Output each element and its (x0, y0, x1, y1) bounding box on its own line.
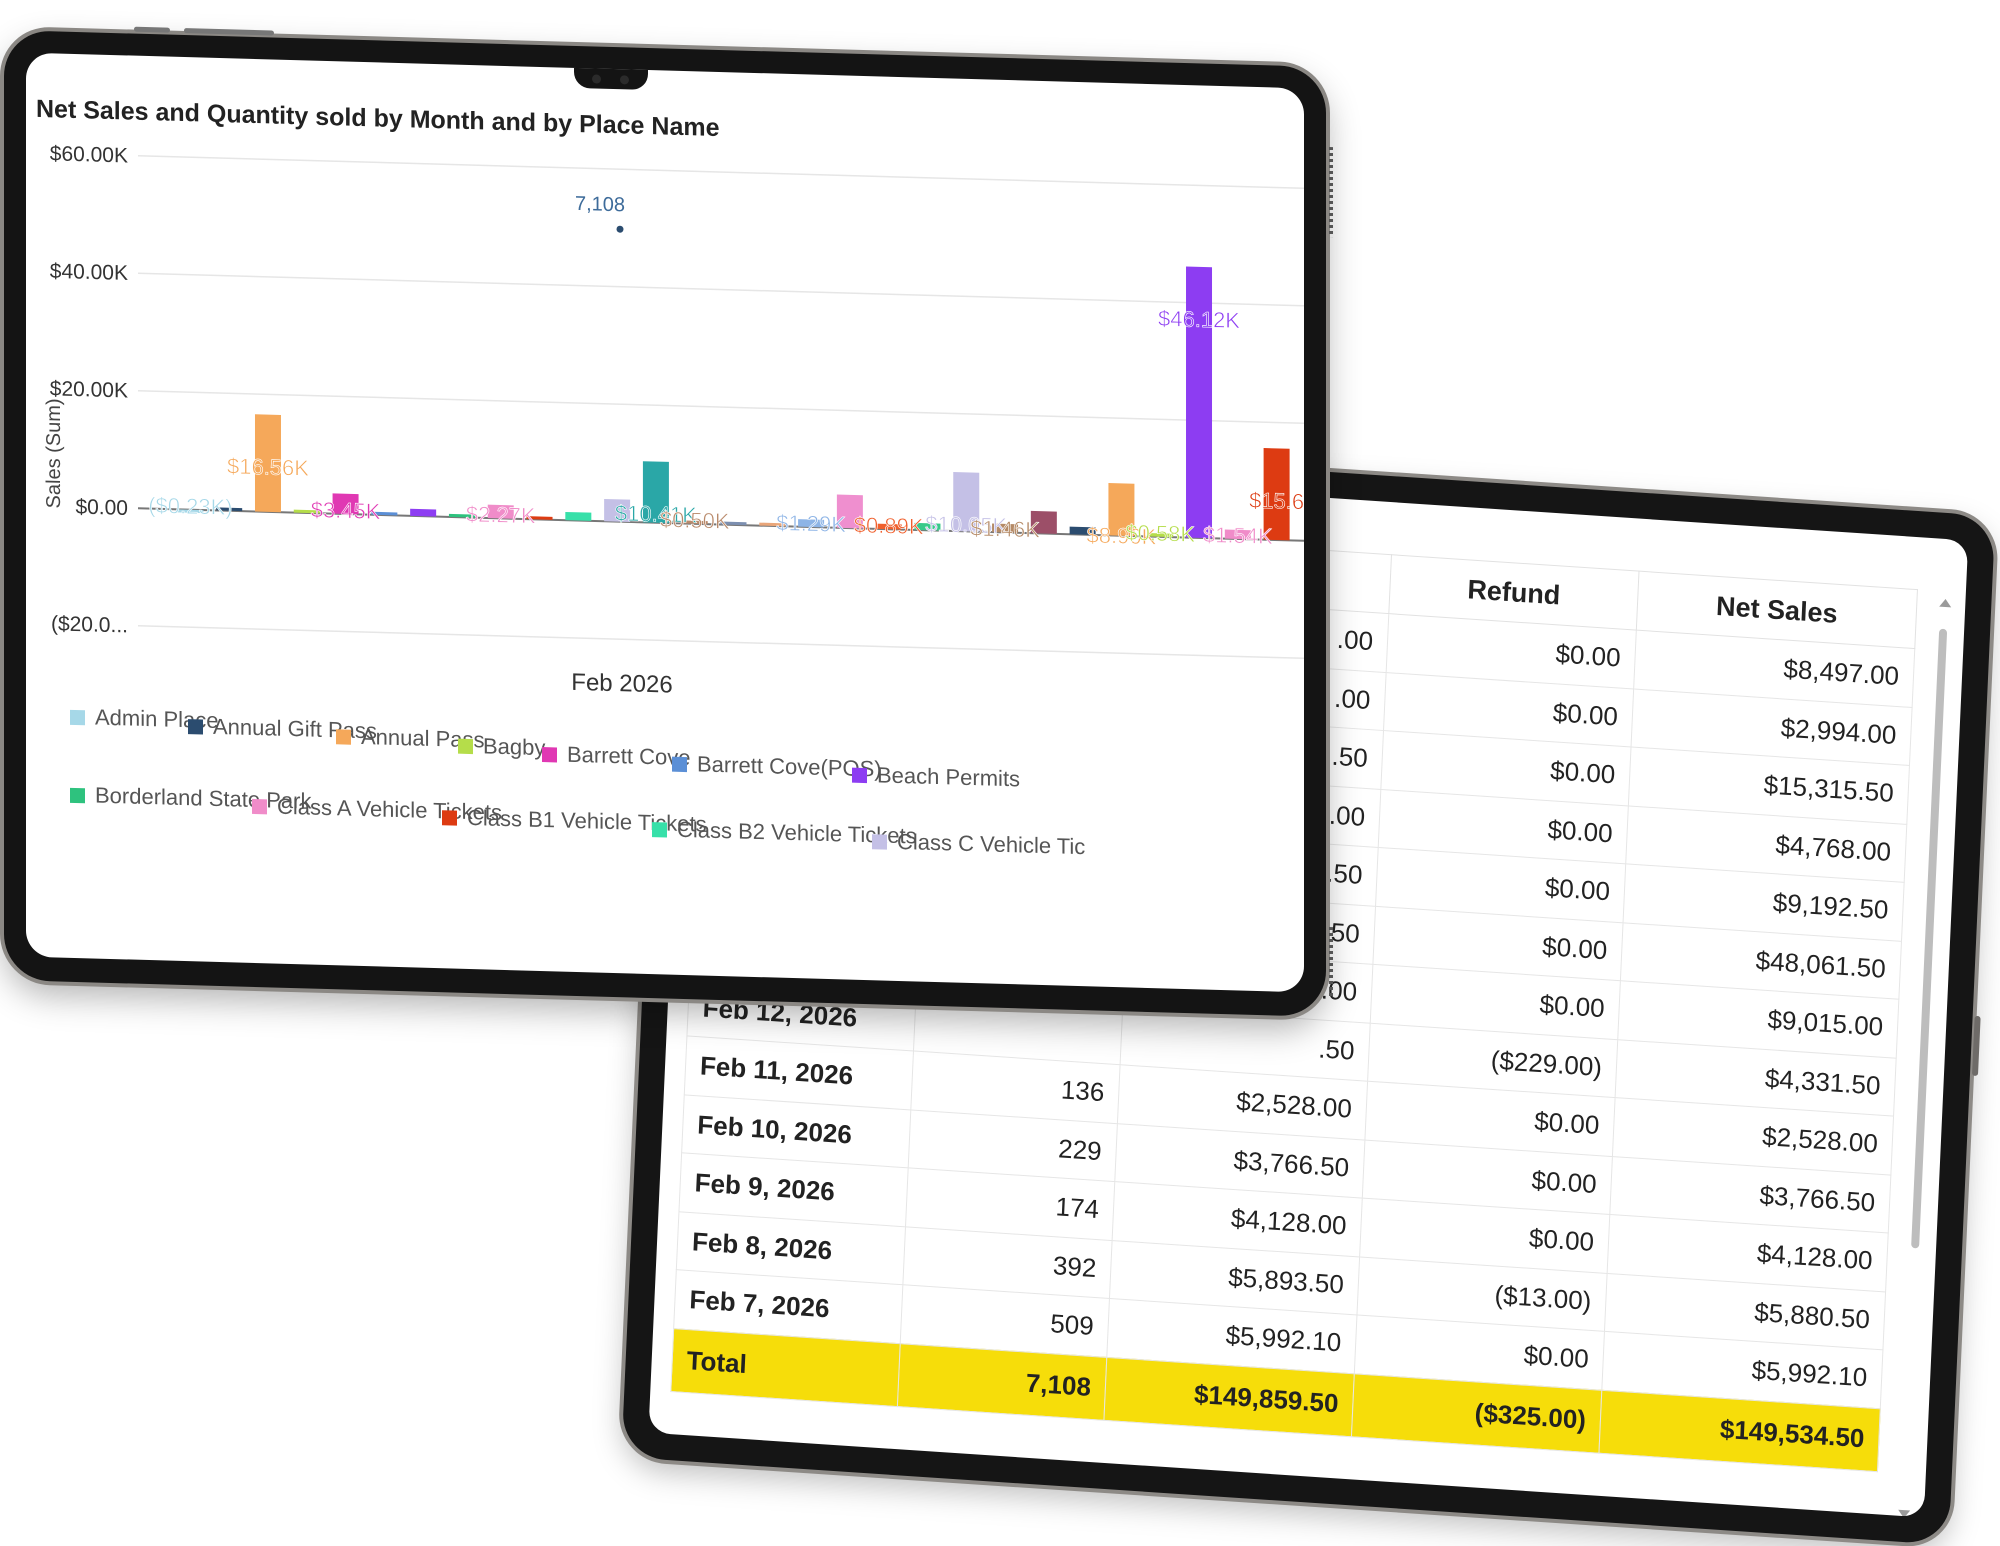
scroll-down-arrow-icon[interactable] (1897, 1509, 1911, 1518)
legend-swatch (442, 809, 457, 826)
bar[interactable] (293, 509, 320, 514)
bar[interactable] (836, 494, 863, 529)
zero-axis-line (138, 507, 1304, 542)
legend-swatch (336, 728, 351, 745)
bar[interactable] (177, 509, 204, 514)
legend-swatch (542, 746, 557, 762)
total-quantity: 7,108 (897, 1343, 1107, 1420)
bar[interactable] (410, 508, 437, 517)
y-axis-ticks: $60.00K $40.00K $20.00K $0.00 ($20.0... (50, 142, 128, 637)
quantity-point[interactable] (616, 225, 624, 233)
gridline (138, 272, 1304, 307)
bar[interactable] (1108, 483, 1135, 537)
legend-item[interactable]: Class C Vehicle Tic (872, 828, 1085, 860)
legend-swatch (70, 709, 85, 725)
legend-swatch (188, 718, 203, 735)
bar[interactable] (681, 520, 708, 525)
bar[interactable] (487, 504, 514, 519)
gridline (138, 154, 1304, 190)
y-tick-label: $20.00K (50, 377, 128, 402)
y-axis-label: Sales (Sum) (43, 398, 65, 509)
bar[interactable] (953, 471, 980, 532)
bar[interactable] (1069, 526, 1096, 535)
legend-item[interactable]: Bagby (458, 733, 545, 761)
bar[interactable] (720, 521, 747, 526)
bar[interactable] (254, 414, 281, 513)
bar-data-label: $1.29K (776, 510, 846, 537)
speaker-grille (1329, 927, 1333, 998)
bar-data-label: $1.54K (1203, 522, 1273, 549)
legend-item[interactable]: Barrett Cove(POS) (672, 751, 882, 783)
legend-swatch (872, 833, 887, 850)
y-tick-label: $0.00 (75, 495, 128, 519)
bar[interactable] (448, 513, 475, 518)
volume-button (134, 26, 170, 33)
y-tick-label: $60.00K (50, 142, 128, 167)
bar-data-label: $0.89K (854, 512, 924, 539)
bar[interactable] (992, 523, 1019, 533)
quantity-label: 7,108 (575, 193, 625, 216)
bar[interactable] (1224, 529, 1251, 540)
bar[interactable] (875, 523, 902, 530)
camera-icon (592, 74, 601, 84)
bar-data-label: $2.27K (466, 501, 536, 528)
bar-data-label: ($0.23K) (148, 493, 232, 520)
bar-data-label: $3.45K (311, 497, 381, 524)
bar[interactable] (216, 507, 243, 512)
legend-label: Beach Permits (877, 762, 1021, 792)
legend-swatch (852, 767, 867, 783)
scroll-thumb[interactable] (1911, 628, 1948, 1249)
bar[interactable] (1186, 266, 1213, 539)
bar[interactable] (604, 498, 631, 522)
legend-item[interactable]: Barrett Cove (542, 741, 691, 771)
bar[interactable] (642, 461, 669, 524)
legend-swatch (652, 821, 667, 838)
gridline (138, 389, 1304, 425)
chart-gridlines (138, 154, 1304, 660)
chart-bars (177, 266, 1290, 541)
bar[interactable] (914, 522, 941, 531)
chart-screen: Net Sales and Quantity sold by Month and… (26, 52, 1304, 993)
bar[interactable] (371, 511, 398, 516)
legend-swatch (70, 787, 85, 803)
bar-data-label: $8.90K (1087, 522, 1157, 549)
bar-data-label: $15.6 (1249, 488, 1304, 515)
scroll-up-arrow-icon[interactable] (1939, 598, 1952, 608)
bar[interactable] (1263, 448, 1290, 541)
bar-data-label: $46.12K (1158, 306, 1240, 333)
legend-swatch (672, 756, 687, 772)
gridline (138, 624, 1304, 660)
speaker-grille (1329, 147, 1333, 238)
y-tick-label: ($20.0... (51, 612, 128, 637)
bar-data-label: $16.56K (227, 453, 309, 480)
legend-item[interactable]: Beach Permits (852, 762, 1020, 793)
bar-data-label: $0.50K (660, 507, 730, 534)
y-tick-label: $40.00K (50, 260, 128, 285)
bar[interactable] (759, 522, 786, 527)
bar[interactable] (1030, 510, 1057, 534)
bar-data-label: $10.41K (615, 500, 697, 527)
bar[interactable] (332, 493, 359, 515)
sales-chart: Sales (Sum) $60.00K $40.00K $20.00K $0.00 ($… (43, 142, 1304, 699)
tablet-front: Net Sales and Quantity sold by Month and… (4, 26, 1333, 1017)
bar-data-label: $0.58K (1125, 520, 1195, 547)
legend-label: Class C Vehicle Tic (897, 828, 1086, 860)
legend-swatch (458, 738, 473, 754)
legend-swatch (252, 798, 267, 814)
camera-icon (620, 75, 629, 85)
power-button (184, 28, 274, 36)
bar[interactable] (798, 519, 825, 528)
camera-notch (574, 67, 648, 90)
chart-data-labels: ($0.23K) $16.56K$3.45K $2.27K $10.41K$0.50K… (148, 305, 1304, 549)
legend-label: Bagby (483, 733, 546, 761)
bar[interactable] (565, 511, 592, 521)
bar-data-label: $1.46K (970, 515, 1040, 542)
side-button (1971, 1015, 1981, 1077)
bar[interactable] (1147, 533, 1174, 538)
x-axis-label: Feb 2026 (571, 669, 672, 699)
bar-data-label: $10.05K (925, 511, 1007, 538)
bar[interactable] (526, 516, 553, 520)
